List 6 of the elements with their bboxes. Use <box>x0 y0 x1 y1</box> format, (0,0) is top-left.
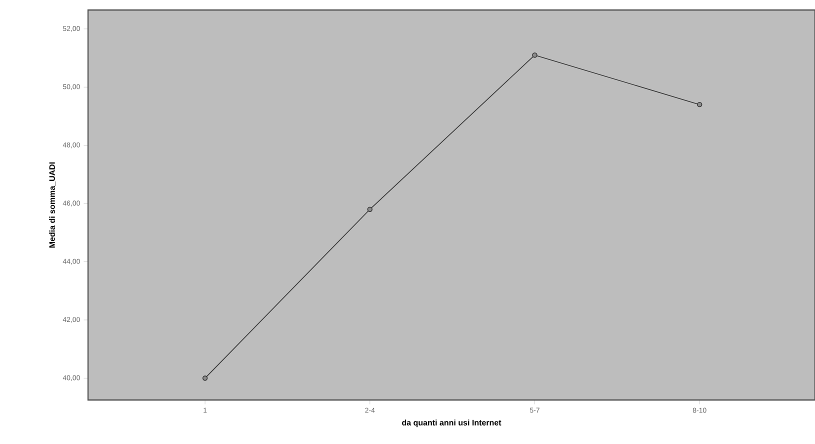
x-axis-title: da quanti anni usi Internet <box>402 420 502 428</box>
point <box>202 376 208 381</box>
point <box>532 52 538 58</box>
point <box>697 102 702 108</box>
point <box>367 206 372 212</box>
y-axis-title: Media di somma_UADI <box>49 162 56 248</box>
